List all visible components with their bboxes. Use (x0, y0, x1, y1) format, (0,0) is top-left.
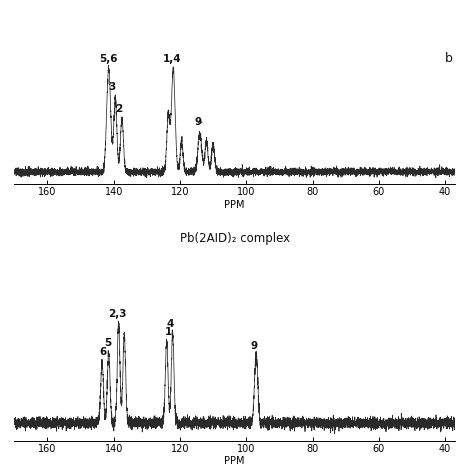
Text: 1,4: 1,4 (162, 54, 181, 64)
Text: Pb(2AID)₂ complex: Pb(2AID)₂ complex (180, 232, 290, 246)
Text: 2: 2 (115, 104, 122, 114)
Text: 1: 1 (165, 327, 172, 337)
Text: ^: ^ (197, 120, 203, 129)
Text: 2,3: 2,3 (109, 310, 127, 319)
Text: 5,6: 5,6 (100, 54, 118, 64)
Text: 9: 9 (195, 117, 202, 127)
X-axis label: PPM: PPM (224, 456, 245, 466)
Text: 4: 4 (167, 319, 174, 329)
Text: 3: 3 (109, 82, 116, 92)
Text: 9: 9 (251, 341, 258, 351)
Text: b: b (445, 52, 453, 65)
Text: 6: 6 (100, 347, 107, 357)
X-axis label: PPM: PPM (224, 200, 245, 210)
Text: 5: 5 (104, 338, 111, 348)
